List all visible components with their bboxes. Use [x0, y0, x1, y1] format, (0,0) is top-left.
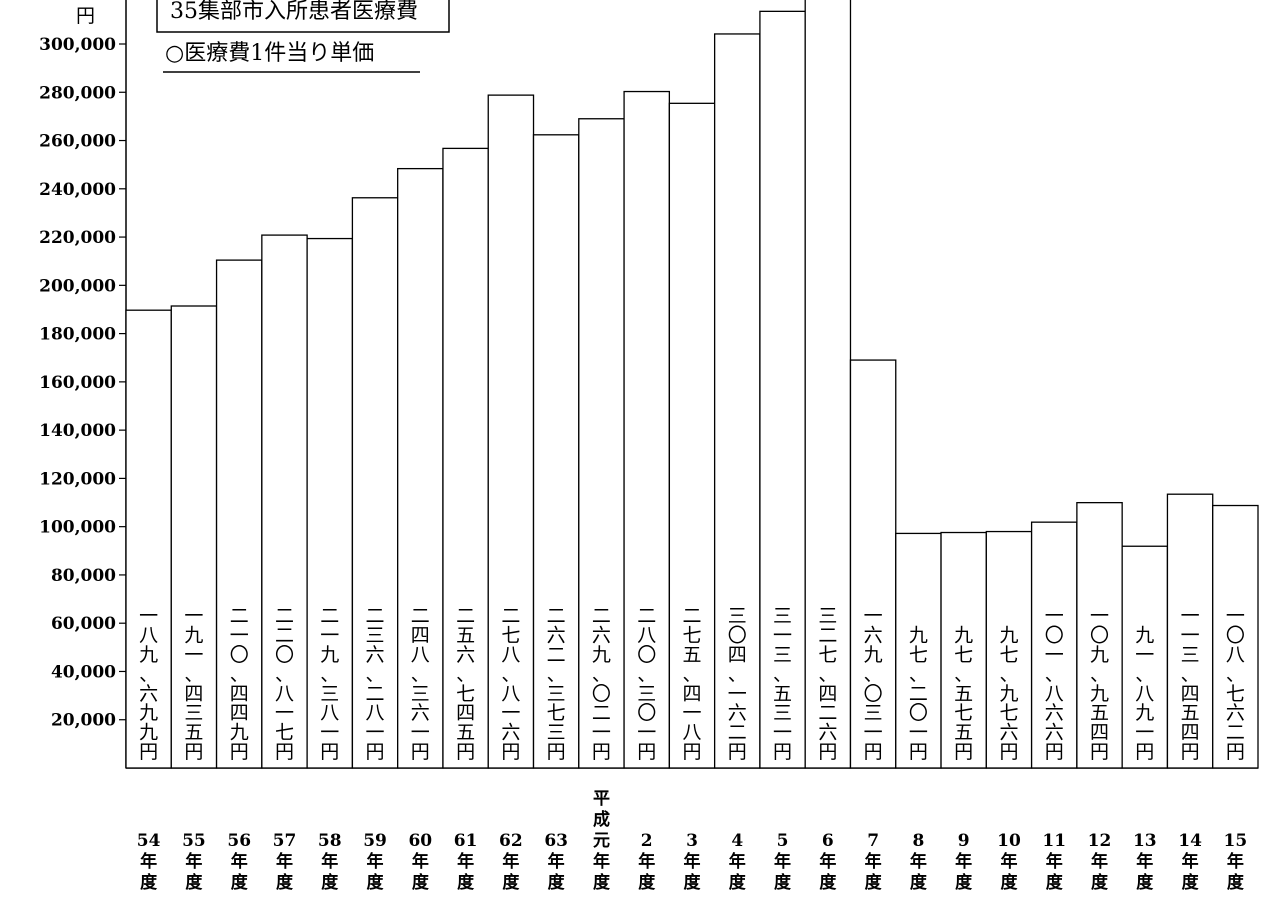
legend-box-text: 35集部市入所患者医療費	[170, 0, 418, 24]
x-category-label: 4 年度	[729, 831, 747, 893]
legend: 35集部市入所患者医療費 ○医療費1件当り単価	[156, 0, 450, 73]
x-category-label: 62 年度	[499, 831, 523, 893]
y-tick-label: 120,000	[39, 469, 116, 489]
bar	[713, 33, 761, 769]
bar-value-label: 一〇九、九五四円	[1090, 605, 1109, 763]
bar	[804, 0, 852, 769]
bar	[623, 90, 671, 769]
x-category-label: 59 年度	[363, 831, 387, 893]
bar-value-label: 二五六、七四五円	[456, 605, 475, 763]
bar-value-label: 二三六、二八一円	[366, 605, 385, 763]
y-tick-label: 180,000	[39, 325, 116, 345]
bar	[1076, 501, 1123, 769]
y-axis-unit: 円	[76, 5, 95, 27]
y-tick-label: 80,000	[51, 566, 116, 586]
bar-value-label: 九七、九七六円	[999, 625, 1018, 763]
bar	[442, 147, 489, 769]
bar	[1030, 521, 1078, 769]
y-tick-label: 140,000	[39, 421, 116, 441]
bar	[170, 305, 218, 769]
bar-value-label: 九七、二〇一円	[909, 625, 928, 763]
bar	[397, 167, 444, 769]
y-tick-label: 260,000	[39, 132, 116, 152]
legend-series-label: ○医療費1件当り単価	[165, 41, 374, 66]
bar-value-label: 一〇一、八六六円	[1045, 605, 1064, 763]
bar-value-label: 二八〇、三〇一円	[637, 605, 656, 763]
legend-box	[156, 0, 450, 33]
x-category-label: 12 年度	[1088, 831, 1112, 893]
y-tick-label: 60,000	[51, 614, 116, 634]
x-category-label: 3 年度	[684, 831, 702, 893]
bar-value-label: 一九一、四三五円	[184, 605, 203, 763]
x-category-label: 63 年度	[544, 831, 568, 893]
bar	[849, 359, 897, 769]
x-category-label: 15 年度	[1224, 831, 1248, 893]
bar	[532, 134, 580, 769]
value-labels-group: 一八九、六九九円 一九一、四三五円 二一〇、四四九円 二二〇、八一七円 二一九、三八一円…	[139, 605, 1245, 763]
bar-value-label: 二七五、四一八円	[682, 605, 701, 763]
y-tick-label: 240,000	[39, 180, 116, 200]
y-tick-label: 160,000	[39, 373, 116, 393]
x-category-label: 5 年度	[774, 831, 792, 893]
bar-value-label: 二六九、〇二一円	[592, 605, 611, 763]
bar-value-label: 二六二、三七三円	[547, 605, 566, 763]
x-category-label: 56 年度	[227, 831, 251, 893]
y-tick-label: 100,000	[39, 518, 116, 538]
bar-value-label: 二一九、三八一円	[320, 605, 339, 763]
bar	[1212, 504, 1259, 769]
x-category-label: 61 年度	[454, 831, 478, 893]
bar	[985, 530, 1033, 769]
bar	[578, 118, 625, 769]
bar-value-label: 九一、八九一円	[1135, 625, 1154, 763]
x-category-label: 55 年度	[182, 831, 206, 893]
x-category-label: 9 年度	[955, 831, 973, 893]
x-category-label: 58 年度	[318, 831, 342, 893]
x-category-label: 6 年度	[819, 831, 837, 893]
bar-value-label: 三二七、四二六円	[818, 605, 837, 763]
y-tick-label: 300,000	[39, 35, 116, 55]
x-category-label: 57 年度	[273, 831, 297, 893]
x-category-label: 7 年度	[865, 831, 883, 893]
bars-group	[125, 0, 1259, 769]
bar-value-label: 三〇四、一六二円	[728, 605, 747, 763]
x-category-label: 8 年度	[910, 831, 928, 893]
bar-value-label: 二四八、三六一円	[411, 605, 430, 763]
x-category-label: 10 年度	[997, 831, 1021, 893]
bar	[1166, 493, 1214, 769]
bar	[125, 309, 172, 769]
y-tick-label: 280,000	[39, 83, 116, 103]
x-category-label: 60 年度	[408, 831, 432, 893]
bar	[759, 10, 806, 769]
bar-value-label: 二二〇、八一七円	[275, 605, 294, 763]
bar-value-label: 一八九、六九九円	[139, 605, 158, 763]
x-category-label: 平成元年度	[593, 789, 611, 893]
x-category-label: 2 年度	[638, 831, 656, 893]
y-tick-label: 20,000	[51, 711, 116, 731]
bar	[895, 532, 942, 769]
bar	[487, 94, 535, 769]
bar-value-label: 二七八、八一六円	[501, 605, 520, 763]
bar-value-label: 一〇八、七六二円	[1226, 605, 1245, 763]
bar	[306, 237, 354, 769]
bar	[668, 102, 716, 769]
bar-value-label: 九七、五七五円	[954, 625, 973, 763]
bar	[351, 197, 399, 769]
y-tick-label: 220,000	[39, 228, 116, 248]
x-category-label: 11 年度	[1042, 831, 1066, 893]
bar	[215, 259, 263, 769]
y-tick-label: 200,000	[39, 276, 116, 296]
bar-value-label: 三一三、五三一円	[773, 605, 792, 763]
x-category-label: 54 年度	[137, 831, 161, 893]
y-tick-label: 40,000	[51, 662, 116, 682]
bar	[261, 234, 308, 769]
bar-value-label: 二一〇、四四九円	[230, 605, 249, 763]
category-labels-group: 54 年度 55 年度 56 年度 57 年度 58 年度 59 年度 60 年度 61 年度 62 年度 63 年度…	[137, 789, 1247, 893]
bar-value-label: 一一三、四五四円	[1181, 605, 1200, 763]
chart-axes: 20,000 40,000 60,000 80,000 100,000 120,000 14…	[39, 0, 1258, 769]
x-category-label: 13 年度	[1133, 831, 1157, 893]
x-category-label: 14 年度	[1178, 831, 1202, 893]
bar-value-label: 一六九、〇三一円	[864, 605, 883, 763]
